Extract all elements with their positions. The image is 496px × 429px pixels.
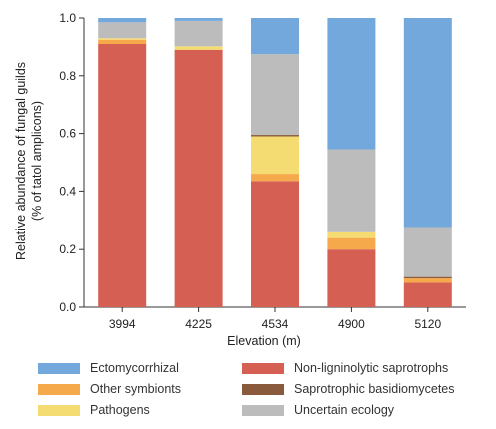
legend-item-other-symbionts: Other symbionts <box>38 381 181 397</box>
plot-area: 0.0 0.2 0.4 0.6 0.8 1.0 3994 4225 4534 4900 5120 <box>59 11 466 331</box>
bar-segment-other-symbionts <box>98 39 147 45</box>
bar-segment-uncertain-ecology <box>403 227 452 277</box>
x-axis-label: Elevation (m) <box>227 334 301 348</box>
y-tick-label: 0.8 <box>59 69 76 83</box>
bar-segment-pathogens <box>327 231 376 238</box>
bar-segment-ectomycorrhizal <box>403 18 452 228</box>
bar-segment-ectomycorrhizal <box>98 18 147 23</box>
bar-segment-uncertain-ecology <box>327 149 376 232</box>
legend-label: Non-ligninolytic saprotrophs <box>294 361 449 375</box>
y-tick-label: 0.4 <box>59 184 76 198</box>
legend-item-uncertain-ecology: Uncertain ecology <box>242 402 394 418</box>
bar-segment-other-symbionts <box>327 237 376 250</box>
x-tick-label: 5120 <box>414 317 441 331</box>
bar-segment-saprotrophic-basidiomycetes <box>403 276 452 279</box>
y-axis-label-line-2: (% of tatol amplicons) <box>30 101 44 221</box>
legend-label: Uncertain ecology <box>294 403 395 417</box>
x-tick-label: 4534 <box>262 317 289 331</box>
legend-swatch-non-ligninolytic-saprotrophs <box>242 362 284 374</box>
legend-item-ectomycorrhizal: Ectomycorrhizal <box>38 360 179 376</box>
bar-segment-ectomycorrhizal <box>251 18 299 55</box>
bar-segment-ectomycorrhizal <box>327 18 376 150</box>
bar-segment-non-ligninolytic-saprotrophs <box>174 49 223 307</box>
y-axis-label-line-1: Relative abundance of fungal guilds <box>14 62 28 260</box>
y-tick-label: 0.6 <box>59 127 76 141</box>
y-tick-label: 0.2 <box>59 242 76 256</box>
x-tick-label: 4225 <box>185 317 212 331</box>
bar-segment-uncertain-ecology <box>174 20 223 47</box>
legend-label: Ectomycorrhizal <box>90 361 179 375</box>
y-tick-label: 0.0 <box>59 300 76 314</box>
bar-segment-uncertain-ecology <box>251 54 299 136</box>
legend-label: Other symbionts <box>90 382 182 396</box>
bar-segment-pathogens <box>251 136 299 175</box>
legend: Ectomycorrhizal Non-ligninolytic saprotr… <box>0 355 496 425</box>
legend-swatch-pathogens <box>38 404 80 416</box>
y-tick-label: 1.0 <box>59 11 76 25</box>
bar-segment-uncertain-ecology <box>98 22 147 39</box>
legend-item-pathogens: Pathogens <box>38 402 150 418</box>
legend-item-non-ligninolytic-saprotrophs: Non-ligninolytic saprotrophs <box>242 360 448 376</box>
bar-segment-non-ligninolytic-saprotrophs <box>251 181 299 307</box>
legend-swatch-uncertain-ecology <box>242 404 284 416</box>
bar-segment-ectomycorrhizal <box>174 18 223 21</box>
legend-swatch-other-symbionts <box>38 383 80 395</box>
bar-segment-non-ligninolytic-saprotrophs <box>98 44 147 307</box>
bar-segment-pathogens <box>174 46 223 50</box>
legend-label: Pathogens <box>90 403 150 417</box>
bar-segment-other-symbionts <box>251 174 299 182</box>
x-tick-label: 4900 <box>338 317 365 331</box>
x-tick-label: 3994 <box>109 317 136 331</box>
bar-segment-non-ligninolytic-saprotrophs <box>403 282 452 307</box>
stacked-bar-chart: 0.0 0.2 0.4 0.6 0.8 1.0 3994 4225 4534 4900 5120 R… <box>14 11 466 348</box>
bar-segment-saprotrophic-basidiomycetes <box>251 135 299 137</box>
legend-item-saprotrophic-basidiomycetes: Saprotrophic basidiomycetes <box>242 381 455 397</box>
legend-label: Saprotrophic basidiomycetes <box>294 382 455 396</box>
bar-segment-non-ligninolytic-saprotrophs <box>327 249 376 307</box>
legend-swatch-ectomycorrhizal <box>38 362 80 374</box>
bar-segment-other-symbionts <box>403 278 452 283</box>
bar-segment-pathogens <box>98 38 147 40</box>
legend-swatch-saprotrophic-basidiomycetes <box>242 383 284 395</box>
